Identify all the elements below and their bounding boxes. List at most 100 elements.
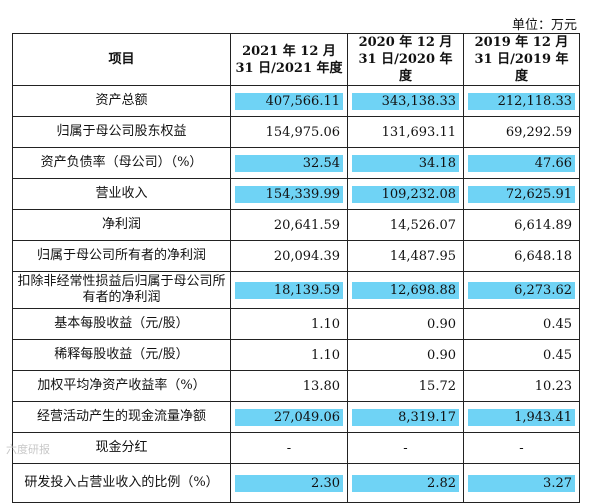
row-label: 加权平均净资产收益率（%） xyxy=(12,370,231,402)
value-cell: 0.45 xyxy=(463,308,580,340)
cell-value: 407,566.11 xyxy=(235,92,343,110)
value-cell: 0.90 xyxy=(347,308,464,340)
row-label: 归属于母公司所有者的净利润 xyxy=(12,240,231,272)
table-row: 经营活动产生的现金流量净额 27,049.06 8,319.17 1,943.41 xyxy=(12,401,580,433)
header-item: 项目 xyxy=(12,33,231,86)
row-label: 研发投入占营业收入的比例（%） xyxy=(12,463,231,503)
value-cell: 212,118.33 xyxy=(463,85,580,117)
value-cell: 6,273.62 xyxy=(463,271,580,309)
value-cell: 154,339.99 xyxy=(230,178,348,210)
cell-value: 47.66 xyxy=(468,154,575,172)
value-cell: - xyxy=(230,432,348,464)
value-cell: 131,693.11 xyxy=(347,116,464,148)
cell-value: 8,319.17 xyxy=(352,408,459,426)
table-row: 加权平均净资产收益率（%） 13.80 15.72 10.23 xyxy=(12,370,580,402)
cell-value: 27,049.06 xyxy=(235,408,343,426)
value-cell: 1.10 xyxy=(230,339,348,371)
table-row: 现金分红 - - - xyxy=(12,432,580,464)
cell-value: 20,094.39 xyxy=(273,248,340,264)
cell-value: 14,487.95 xyxy=(389,248,456,264)
table-row: 营业收入 154,339.99 109,232.08 72,625.91 xyxy=(12,178,580,210)
unit-label: 单位：万元 xyxy=(511,18,577,33)
cell-value: 32.54 xyxy=(235,154,343,172)
value-cell: 2.30 xyxy=(230,463,348,503)
value-cell: 6,648.18 xyxy=(463,240,580,272)
cell-value: 2.82 xyxy=(352,474,459,492)
value-cell: 34.18 xyxy=(347,147,464,179)
cell-value: 10.23 xyxy=(534,378,572,394)
value-cell: 8,319.17 xyxy=(347,401,464,433)
cell-value: 72,625.91 xyxy=(468,185,575,203)
value-cell: 27,049.06 xyxy=(230,401,348,433)
value-cell: 407,566.11 xyxy=(230,85,348,117)
value-cell: 3.27 xyxy=(463,463,580,503)
value-cell: 0.45 xyxy=(463,339,580,371)
cell-value: 6,648.18 xyxy=(514,248,572,264)
value-cell: 154,975.06 xyxy=(230,116,348,148)
cell-value: 212,118.33 xyxy=(468,92,575,110)
cell-value: 154,975.06 xyxy=(265,124,340,140)
header-2021: 2021 年 12 月 31 日/2021 年度 xyxy=(230,33,348,86)
cell-value: 34.18 xyxy=(352,154,459,172)
value-cell: 343,138.33 xyxy=(347,85,464,117)
cell-value: 6,273.62 xyxy=(468,281,575,299)
cell-value: 2.30 xyxy=(235,474,343,492)
value-cell: 12,698.88 xyxy=(347,271,464,309)
cell-value: 6,614.89 xyxy=(514,217,572,233)
value-cell: 20,094.39 xyxy=(230,240,348,272)
value-cell: 72,625.91 xyxy=(463,178,580,210)
value-cell: 14,487.95 xyxy=(347,240,464,272)
cell-value: 3.27 xyxy=(468,474,575,492)
cell-value: 0.90 xyxy=(427,347,456,363)
row-label: 经营活动产生的现金流量净额 xyxy=(12,401,231,433)
row-label: 扣除非经常性损益后归属于母公司所有者的净利润 xyxy=(12,271,231,309)
row-label: 资产总额 xyxy=(12,85,231,117)
table-row: 净利润 20,641.59 14,526.07 6,614.89 xyxy=(12,209,580,241)
cell-value: 0.45 xyxy=(543,347,572,363)
value-cell: 20,641.59 xyxy=(230,209,348,241)
cell-value: 1.10 xyxy=(311,347,340,363)
cell-value: 343,138.33 xyxy=(352,92,459,110)
row-label: 营业收入 xyxy=(12,178,231,210)
cell-value: 1.10 xyxy=(311,316,340,332)
value-cell: 1.10 xyxy=(230,308,348,340)
cell-value: 14,526.07 xyxy=(389,217,456,233)
value-cell: 14,526.07 xyxy=(347,209,464,241)
cell-value: 69,292.59 xyxy=(505,124,572,140)
value-cell: 13.80 xyxy=(230,370,348,402)
row-label: 基本每股收益（元/股） xyxy=(12,308,231,340)
row-label: 净利润 xyxy=(12,209,231,241)
cell-value: 131,693.11 xyxy=(381,124,456,140)
cell-value: 154,339.99 xyxy=(235,185,343,203)
row-label: 资产负债率（母公司）（%） xyxy=(12,147,231,179)
value-cell: 1,943.41 xyxy=(463,401,580,433)
row-label: 稀释每股收益（元/股） xyxy=(12,339,231,371)
header-2020: 2020 年 12 月 31 日/2020 年度 xyxy=(347,33,464,86)
header-2019: 2019 年 12 月 31 日/2019 年度 xyxy=(463,33,580,86)
value-cell: 10.23 xyxy=(463,370,580,402)
watermark-logo: 六度研报 xyxy=(6,443,50,456)
table-row: 资产负债率（母公司）（%） 32.54 34.18 47.66 xyxy=(12,147,580,179)
value-cell: 0.90 xyxy=(347,339,464,371)
cell-value: - xyxy=(519,440,524,456)
cell-value: 109,232.08 xyxy=(352,185,459,203)
cell-value: 18,139.59 xyxy=(235,281,343,299)
value-cell: 69,292.59 xyxy=(463,116,580,148)
cell-value: 13.80 xyxy=(302,378,340,394)
cell-value: 12,698.88 xyxy=(352,281,459,299)
value-cell: 15.72 xyxy=(347,370,464,402)
cell-value: 15.72 xyxy=(418,378,456,394)
value-cell: 47.66 xyxy=(463,147,580,179)
financial-table: 项目 2021 年 12 月 31 日/2021 年度 2020 年 12 月 … xyxy=(12,33,580,503)
cell-value: 1,943.41 xyxy=(468,408,575,426)
cell-value: - xyxy=(286,440,292,456)
cell-value: 20,641.59 xyxy=(273,217,340,233)
value-cell: 6,614.89 xyxy=(463,209,580,241)
table-row: 基本每股收益（元/股） 1.10 0.90 0.45 xyxy=(12,308,580,340)
table-row: 资产总额 407,566.11 343,138.33 212,118.33 xyxy=(12,85,580,117)
cell-value: 0.90 xyxy=(427,316,456,332)
table-row: 归属于母公司股东权益 154,975.06 131,693.11 69,292.59 xyxy=(12,116,580,148)
value-cell: 18,139.59 xyxy=(230,271,348,309)
value-cell: 109,232.08 xyxy=(347,178,464,210)
row-label: 归属于母公司股东权益 xyxy=(12,116,231,148)
